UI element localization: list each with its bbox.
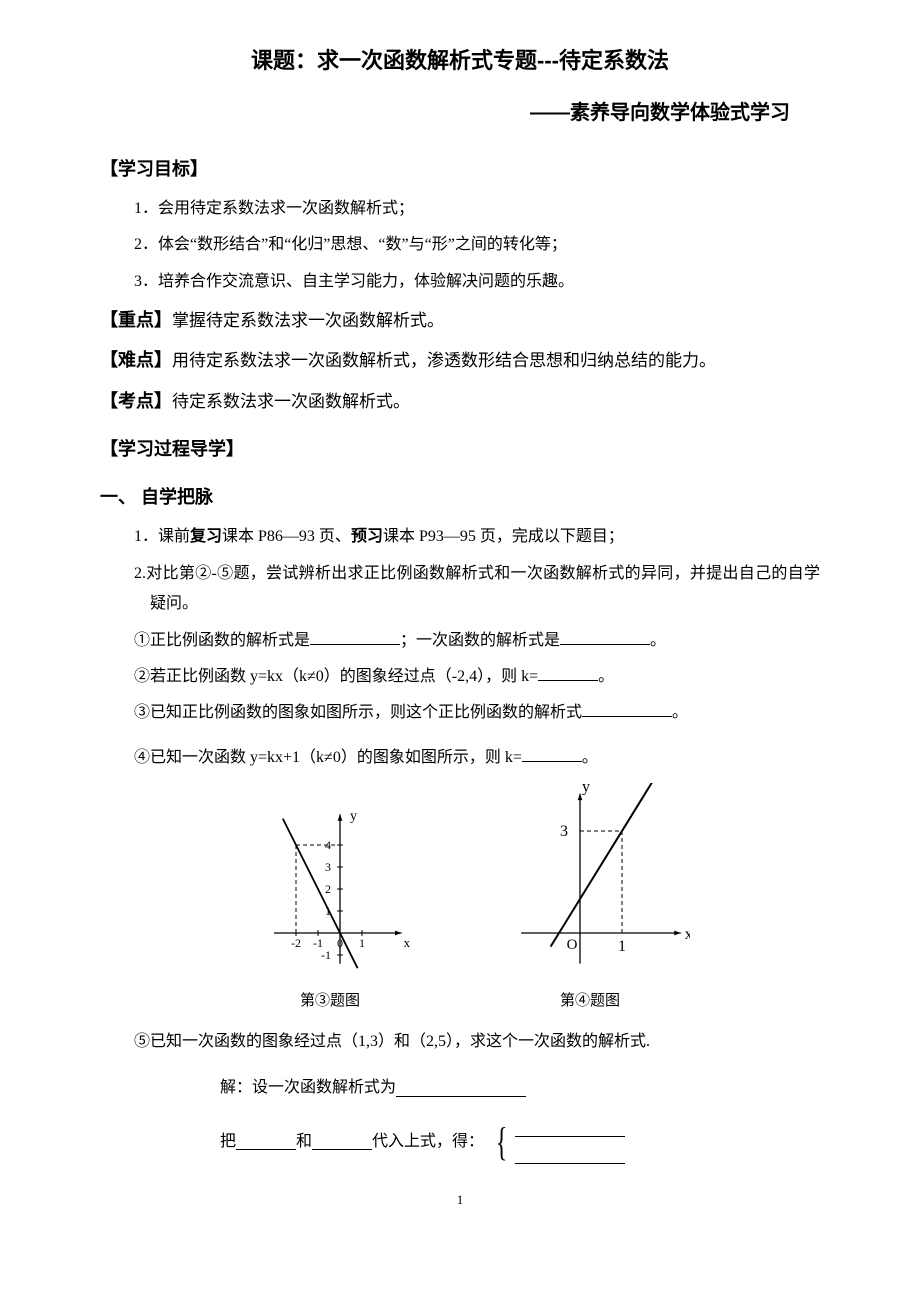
blank (515, 1147, 625, 1164)
zixue-item-2: 2.对比第②-⑤题，尝试辨析出求正比例函数解析式和一次函数解析式的异同，并提出自… (134, 559, 820, 620)
text: 。 (672, 704, 688, 721)
page-title: 课题：求一次函数解析式专题---待定系数法 (100, 40, 820, 82)
page-subtitle: ——素养导向数学体验式学习 (100, 94, 820, 132)
svg-text:1: 1 (359, 936, 365, 950)
svg-text:y: y (582, 783, 590, 796)
svg-text:2: 2 (325, 882, 331, 896)
question-1: ①正比例函数的解析式是 ；一次函数的解析式是 。 (134, 626, 820, 656)
svg-text:-2: -2 (291, 936, 301, 950)
page-number: 1 (100, 1188, 820, 1213)
blank (396, 1080, 526, 1097)
kaodian-label: 【考点】 (100, 391, 172, 411)
blank (582, 700, 672, 717)
goals-heading: 【学习目标】 (100, 152, 820, 186)
text: 课本 P93—95 页，完成以下题目； (383, 528, 624, 545)
text-bold: 预习 (351, 528, 383, 545)
blank (312, 1133, 372, 1150)
solution-line-1: 解：设一次函数解析式为 (220, 1073, 820, 1103)
text: 代入上式，得： (372, 1127, 484, 1157)
kaodian: 【考点】待定系数法求一次函数解析式。 (100, 384, 820, 418)
nandian-text: 用待定系数法求一次函数解析式，渗透数形结合思想和归纳总结的能力。 (172, 351, 716, 370)
goal-item: 3．培养合作交流意识、自主学习能力，体验解决问题的乐趣。 (134, 267, 820, 297)
zhongdian-text: 掌握待定系数法求一次函数解析式。 (172, 311, 444, 330)
text-bold: 复习 (190, 528, 222, 545)
brace-content (515, 1120, 625, 1164)
blank (236, 1133, 296, 1150)
text: 1．课前 (134, 528, 190, 545)
text: ①正比例函数的解析式是 (134, 632, 310, 649)
kaodian-text: 待定系数法求一次函数解析式。 (172, 392, 410, 411)
text: 解：设一次函数解析式为 (220, 1073, 396, 1103)
goal-item: 1．会用待定系数法求一次函数解析式； (134, 194, 820, 224)
text: ②若正比例函数 y=kx（k≠0）的图象经过点（-2,4），则 k= (134, 668, 538, 685)
svg-text:1: 1 (618, 938, 626, 955)
zixue-item-1: 1．课前复习课本 P86—93 页、预习课本 P93—95 页，完成以下题目； (134, 522, 820, 552)
text: 课本 P86—93 页、 (222, 528, 351, 545)
svg-text:3: 3 (325, 860, 331, 874)
zixue-heading: 一、 自学把脉 (100, 480, 820, 514)
figure-3: -2-101-11234xy 第③题图 (230, 783, 430, 1015)
svg-text:O: O (567, 937, 578, 953)
blank (310, 628, 400, 645)
zhongdian: 【重点】掌握待定系数法求一次函数解析式。 (100, 303, 820, 337)
solution-line-2: 把 和 代入上式，得： { (220, 1120, 820, 1164)
text: 。 (582, 749, 598, 766)
question-5: ⑤已知一次函数的图象经过点（1,3）和（2,5），求这个一次函数的解析式. (134, 1027, 820, 1057)
solution-block: 解：设一次函数解析式为 把 和 代入上式，得： { (220, 1073, 820, 1163)
blank (538, 664, 598, 681)
brace-icon: { (496, 1130, 508, 1154)
figure-3-caption: 第③题图 (230, 987, 430, 1016)
graph-3: -2-101-11234xy (230, 783, 430, 973)
question-4: ④已知一次函数 y=kx+1（k≠0）的图象如图所示，则 k= 。 (134, 743, 820, 773)
blank (560, 628, 650, 645)
text: ④已知一次函数 y=kx+1（k≠0）的图象如图所示，则 k= (134, 749, 522, 766)
graph-4: 1 3 x y O (490, 783, 690, 973)
blank (522, 745, 582, 762)
question-3: ③已知正比例函数的图象如图所示，则这个正比例函数的解析式 。 (134, 698, 820, 728)
text: 。 (598, 668, 614, 685)
svg-text:x: x (685, 926, 690, 943)
figures-row: -2-101-11234xy 第③题图 13xyO 第④题图 (100, 783, 820, 1015)
svg-text:3: 3 (560, 823, 568, 840)
zhongdian-label: 【重点】 (100, 310, 172, 330)
text: 。 (650, 632, 666, 649)
blank (515, 1120, 625, 1137)
svg-text:y: y (350, 809, 357, 824)
goal-item: 2．体会“数形结合”和“化归”思想、“数”与“形”之间的转化等； (134, 230, 820, 260)
text: 把 (220, 1127, 236, 1157)
process-heading: 【学习过程导学】 (100, 432, 820, 466)
question-2: ②若正比例函数 y=kx（k≠0）的图象经过点（-2,4），则 k= 。 (134, 662, 820, 692)
nandian: 【难点】用待定系数法求一次函数解析式，渗透数形结合思想和归纳总结的能力。 (100, 343, 820, 377)
figure-4: 1 3 x y O 第④题图 (490, 783, 690, 1015)
text: ③已知正比例函数的图象如图所示，则这个正比例函数的解析式 (134, 704, 582, 721)
nandian-label: 【难点】 (100, 350, 172, 370)
svg-text:-1: -1 (321, 948, 331, 962)
text: 和 (296, 1127, 312, 1157)
svg-text:x: x (404, 935, 411, 950)
text: ；一次函数的解析式是 (400, 632, 560, 649)
figure-4-caption: 第④题图 (490, 987, 690, 1016)
